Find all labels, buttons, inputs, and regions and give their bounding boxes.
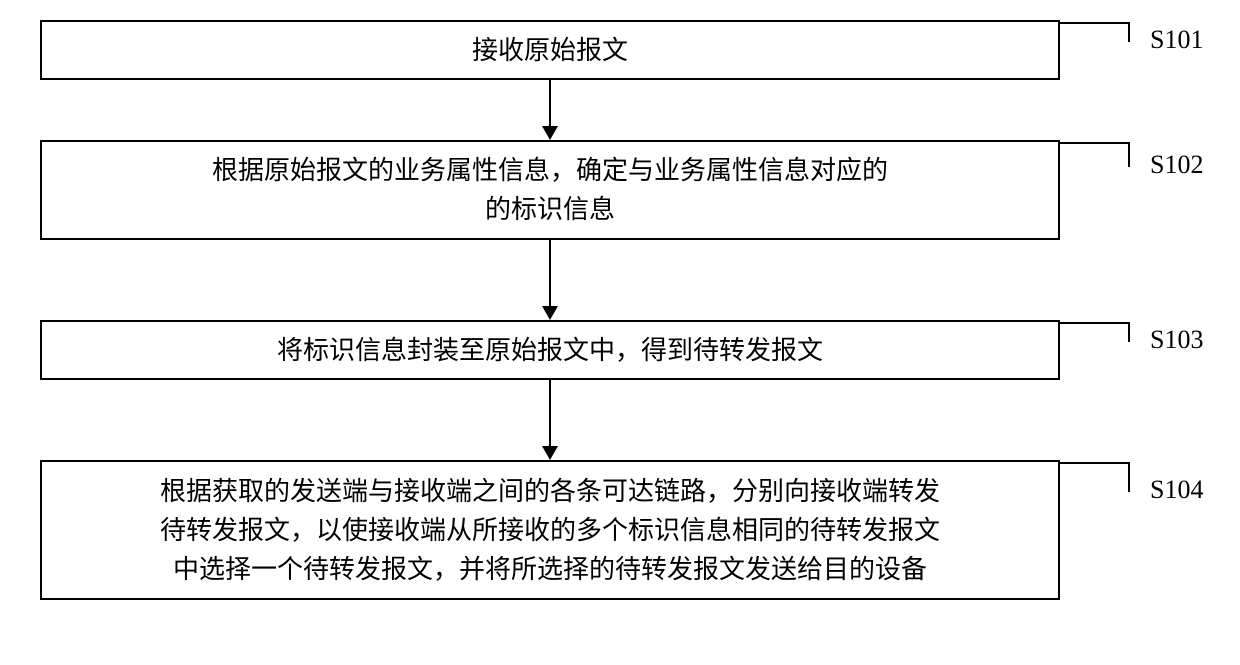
- step-label-s103: S103: [1150, 325, 1203, 355]
- flowchart-container: 接收原始报文 S101 根据原始报文的业务属性信息，确定与业务属性信息对应的 的…: [0, 0, 1240, 665]
- step-label-s102: S102: [1150, 150, 1203, 180]
- arrow-head-1: [542, 126, 558, 140]
- step-text-s102: 根据原始报文的业务属性信息，确定与业务属性信息对应的 的标识信息: [212, 151, 888, 229]
- step-text-s103: 将标识信息封装至原始报文中，得到待转发报文: [277, 331, 823, 370]
- label-connector-s104: [1060, 462, 1130, 492]
- label-connector-s103: [1060, 322, 1130, 342]
- step-text-s101: 接收原始报文: [472, 31, 628, 70]
- step-text-s104: 根据获取的发送端与接收端之间的各条可达链路，分别向接收端转发 待转发报文，以使接…: [160, 472, 940, 589]
- step-box-s103: 将标识信息封装至原始报文中，得到待转发报文: [40, 320, 1060, 380]
- label-connector-s102: [1060, 142, 1130, 167]
- arrow-head-3: [542, 446, 558, 460]
- step-box-s101: 接收原始报文: [40, 20, 1060, 80]
- step-label-s101: S101: [1150, 25, 1203, 55]
- arrow-head-2: [542, 306, 558, 320]
- arrow-line-1: [549, 80, 551, 126]
- arrow-line-2: [549, 240, 551, 306]
- arrow-line-3: [549, 380, 551, 446]
- step-box-s102: 根据原始报文的业务属性信息，确定与业务属性信息对应的 的标识信息: [40, 140, 1060, 240]
- label-connector-s101: [1060, 22, 1130, 42]
- step-label-s104: S104: [1150, 475, 1203, 505]
- step-box-s104: 根据获取的发送端与接收端之间的各条可达链路，分别向接收端转发 待转发报文，以使接…: [40, 460, 1060, 600]
